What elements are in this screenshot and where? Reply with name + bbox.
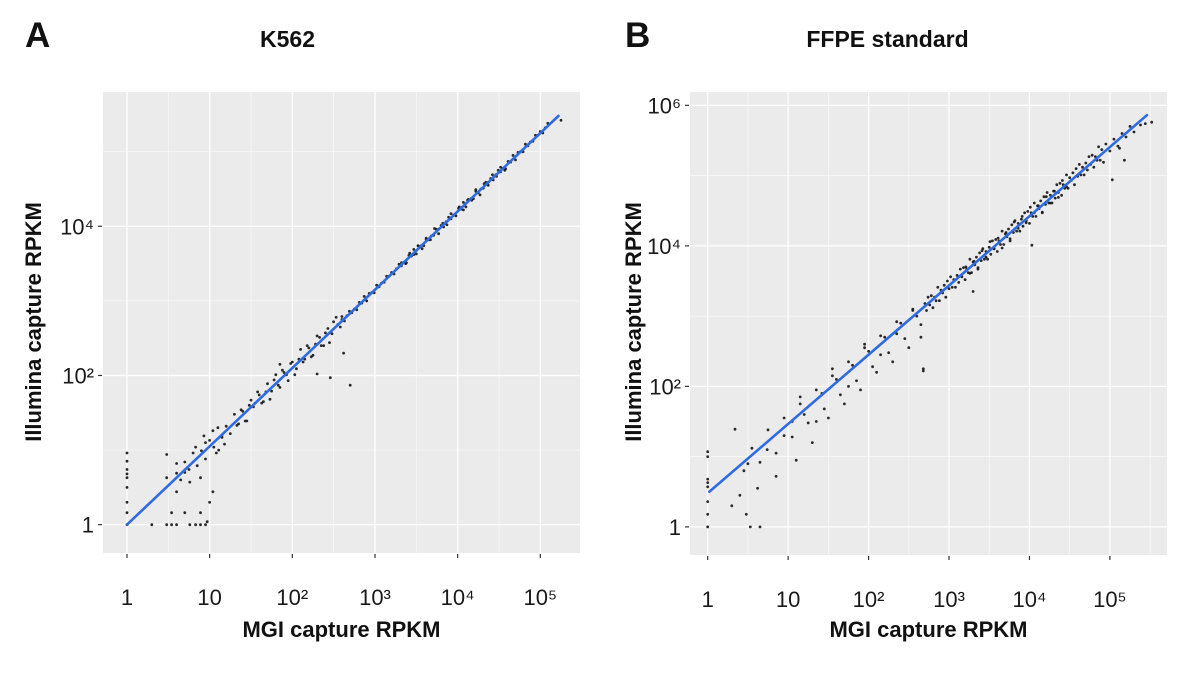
panel-b-title: FFPE standard xyxy=(806,26,969,52)
y-tick-label: 10⁶ xyxy=(647,93,681,118)
major-gridlines xyxy=(690,92,1167,555)
axis-ticks: 1 10 10² 10³ 10⁴ 10⁵ 1 10² 10⁴ xyxy=(60,214,557,610)
y-tick-label: 10⁴ xyxy=(647,234,681,259)
plot-area xyxy=(690,92,1167,555)
panel-b: B FFPE standard Illumina capture RPKM MG… xyxy=(600,0,1200,673)
x-tick-label: 10 xyxy=(776,587,800,612)
x-tick-label: 10⁵ xyxy=(1093,587,1127,612)
x-tick-label: 10³ xyxy=(933,587,965,612)
panel-a-scatter-plot: 1 10 10² 10³ 10⁴ 10⁵ 1 10² 10⁴ xyxy=(60,92,580,610)
panel-a-x-axis-title: MGI capture RPKM xyxy=(242,617,441,642)
scatter-points xyxy=(706,120,1154,529)
panel-a: A K562 Illumina capture RPKM MGI capture… xyxy=(21,16,580,642)
panel-b-scatter-plot: 1 10 10² 10³ 10⁴ 10⁵ 1 10² 10⁴ 10⁶ xyxy=(647,92,1167,612)
fit-line xyxy=(708,113,1149,494)
x-tick-label: 10⁴ xyxy=(1012,587,1046,612)
x-tick-label: 10³ xyxy=(359,585,391,610)
x-tick-label: 1 xyxy=(121,585,133,610)
panel-b-x-axis-title: MGI capture RPKM xyxy=(829,617,1028,642)
minor-gridlines xyxy=(103,92,580,553)
major-gridlines xyxy=(103,92,580,553)
x-tick-label: 10⁴ xyxy=(441,585,475,610)
y-tick-label: 10⁴ xyxy=(60,214,94,239)
y-tick-label: 1 xyxy=(82,513,94,538)
panel-a-letter: A xyxy=(25,16,51,55)
x-tick-label: 10² xyxy=(853,587,885,612)
x-tick-label: 10² xyxy=(276,585,308,610)
x-tick-label: 1 xyxy=(702,587,714,612)
axis-ticks: 1 10 10² 10³ 10⁴ 10⁵ 1 10² 10⁴ 10⁶ xyxy=(647,93,1127,612)
y-tick-label: 10² xyxy=(649,374,681,399)
fit-line xyxy=(125,114,560,526)
minor-gridlines xyxy=(690,92,1167,555)
panel-a-title: K562 xyxy=(260,26,315,52)
x-tick-label: 10⁵ xyxy=(524,585,558,610)
x-tick-label: 10 xyxy=(197,585,221,610)
y-tick-label: 1 xyxy=(669,515,681,540)
y-tick-label: 10² xyxy=(62,363,94,388)
panel-b-letter: B xyxy=(625,16,651,55)
